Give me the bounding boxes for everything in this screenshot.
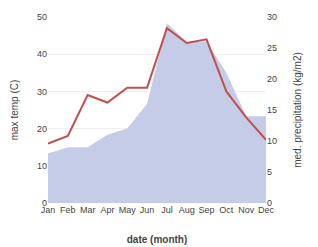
svg-text:Jul: Jul xyxy=(161,205,173,215)
svg-text:date (month): date (month) xyxy=(127,234,188,245)
svg-text:Mar: Mar xyxy=(80,205,96,215)
svg-text:Sep: Sep xyxy=(199,205,215,215)
svg-text:40: 40 xyxy=(37,49,47,59)
svg-text:20: 20 xyxy=(37,124,47,134)
svg-text:25: 25 xyxy=(267,43,277,53)
svg-text:Jan: Jan xyxy=(41,205,56,215)
svg-text:Nov: Nov xyxy=(238,205,255,215)
svg-text:Feb: Feb xyxy=(60,205,76,215)
svg-text:Aug: Aug xyxy=(179,205,195,215)
svg-text:May: May xyxy=(119,205,137,215)
svg-text:max temp (C): max temp (C) xyxy=(9,80,20,141)
svg-text:30: 30 xyxy=(267,12,277,22)
svg-text:Apr: Apr xyxy=(100,205,114,215)
svg-text:15: 15 xyxy=(267,105,277,115)
svg-text:Dec: Dec xyxy=(258,205,275,215)
svg-text:med. precipitation (kg/m2): med. precipitation (kg/m2) xyxy=(292,52,303,168)
svg-text:50: 50 xyxy=(37,12,47,22)
svg-text:0: 0 xyxy=(42,198,47,208)
svg-text:5: 5 xyxy=(267,167,272,177)
svg-text:30: 30 xyxy=(37,87,47,97)
svg-text:20: 20 xyxy=(267,74,277,84)
svg-text:Oct: Oct xyxy=(219,205,234,215)
svg-text:0: 0 xyxy=(267,198,272,208)
svg-text:10: 10 xyxy=(37,161,47,171)
svg-text:Jun: Jun xyxy=(140,205,155,215)
svg-text:10: 10 xyxy=(267,136,277,146)
